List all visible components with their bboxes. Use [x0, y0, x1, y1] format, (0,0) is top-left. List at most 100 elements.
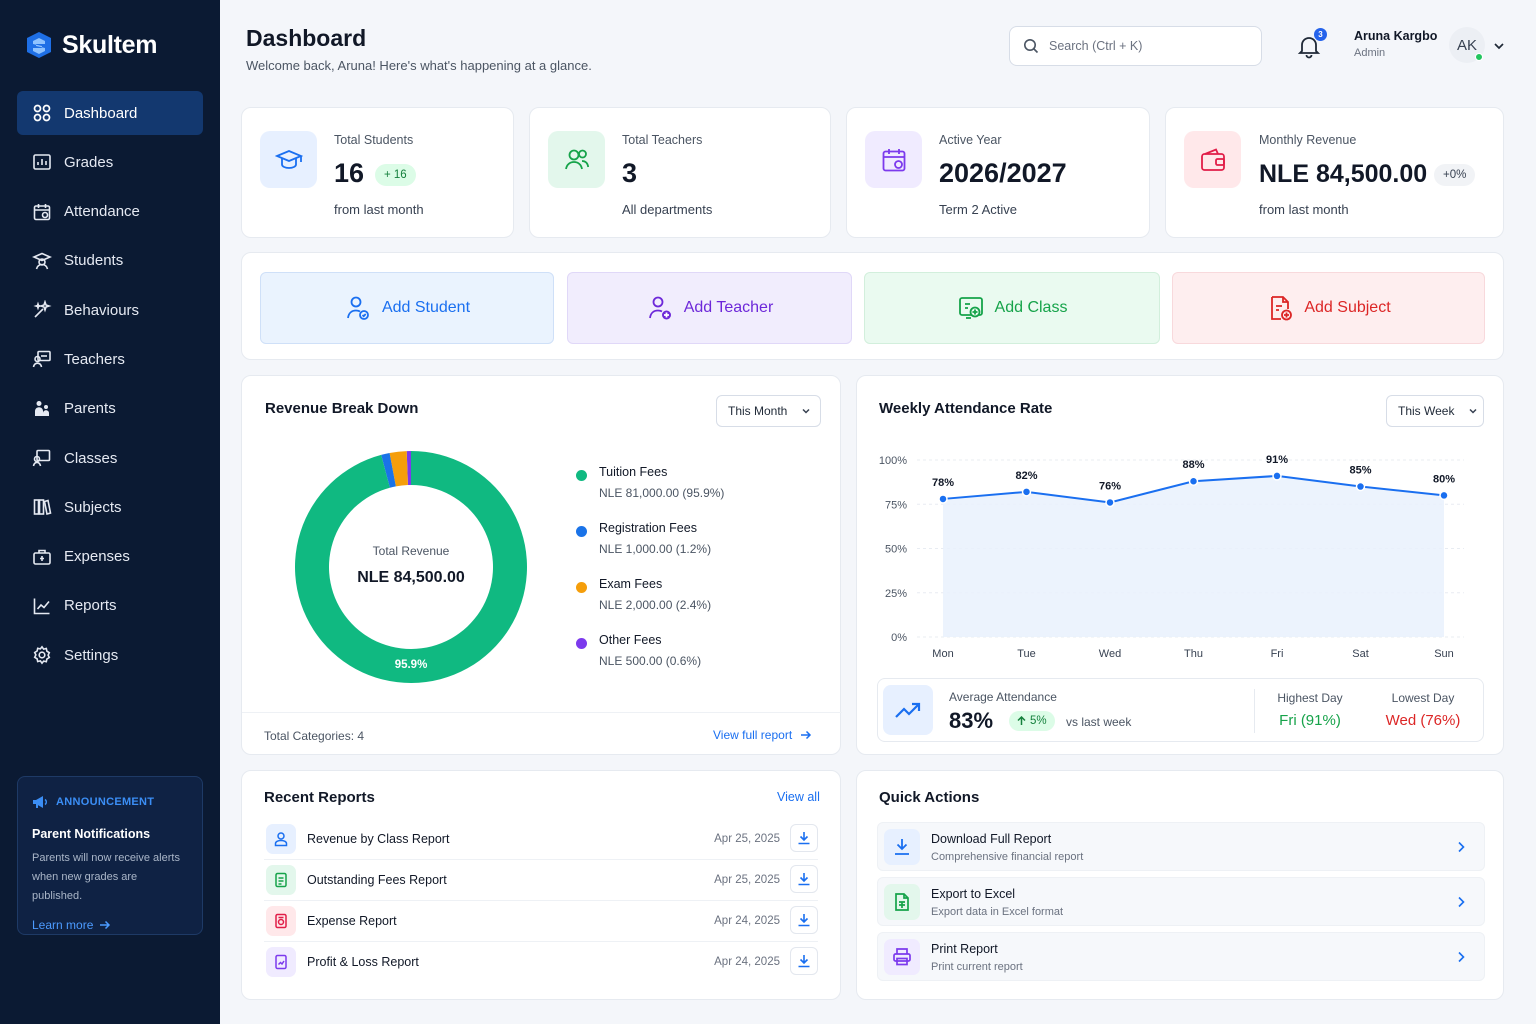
wallet-icon — [1200, 147, 1225, 171]
export-excel-action[interactable]: Export to Excel Export data in Excel for… — [877, 877, 1485, 926]
books-icon — [33, 499, 52, 516]
brand[interactable]: Skultem — [24, 30, 157, 60]
revenue-footer-divider — [242, 712, 842, 713]
add-student-button[interactable]: Add Student — [260, 272, 554, 344]
megaphone-icon — [33, 796, 47, 808]
announcement-tag: ANNOUNCEMENT — [56, 796, 155, 808]
recent-reports-card: Recent Reports View all Revenue by Class… — [241, 770, 841, 1000]
stat-icon-box — [548, 131, 605, 188]
print-report-action[interactable]: Print Report Print current report — [877, 932, 1485, 981]
calendar-icon — [882, 148, 905, 171]
sidebar-item-classes[interactable]: Classes — [17, 436, 203, 480]
report-name: Expense Report — [307, 914, 397, 928]
sidebar-item-expenses[interactable]: Expenses — [17, 535, 203, 579]
view-all-link[interactable]: View all — [777, 790, 820, 804]
sidebar-item-behaviours[interactable]: Behaviours — [17, 288, 203, 332]
graduation-cap-icon — [274, 149, 303, 169]
chevron-down-icon[interactable] — [1493, 40, 1505, 52]
download-full-report-action[interactable]: Download Full Report Comprehensive finan… — [877, 822, 1485, 871]
donut-slice-registration-fees — [381, 452, 396, 488]
sidebar-item-dashboard[interactable]: Dashboard — [17, 91, 203, 135]
sidebar-item-parents[interactable]: Parents — [17, 387, 203, 431]
chevron-right-icon — [1458, 841, 1465, 853]
add-subject-icon — [1271, 296, 1293, 321]
revenue-period-dropdown[interactable]: This Month — [716, 395, 821, 427]
download-button[interactable] — [790, 865, 818, 893]
report-date: Apr 25, 2025 — [714, 874, 780, 886]
attendance-point — [1105, 497, 1115, 508]
x-tick-label: Wed — [1099, 648, 1121, 660]
action-subtitle: Export data in Excel format — [931, 906, 1064, 918]
view-full-report-link[interactable]: View full report — [713, 728, 812, 742]
sidebar-item-attendance[interactable]: Attendance — [17, 190, 203, 234]
report-row[interactable]: Profit & Loss Report Apr 24, 2025 — [264, 942, 818, 983]
attendance-point — [1272, 471, 1282, 481]
chevron-right-icon — [1458, 951, 1465, 963]
highest-day-label: Highest Day — [1277, 691, 1343, 705]
report-row[interactable]: Expense Report Apr 24, 2025 — [264, 901, 818, 942]
report-name: Revenue by Class Report — [307, 832, 450, 846]
stat-label: Total Students — [334, 133, 414, 147]
bell-icon[interactable] — [1296, 33, 1322, 59]
sidebar-item-label: Grades — [64, 153, 114, 171]
action-icon-box — [884, 829, 920, 865]
download-icon — [798, 955, 810, 968]
sidebar-item-grades[interactable]: Grades — [17, 140, 203, 184]
dashboard-icon — [33, 104, 51, 122]
x-tick-label: Sat — [1352, 648, 1369, 660]
attendance-area — [943, 475, 1444, 637]
download-button[interactable] — [790, 906, 818, 934]
sidebar-item-label: Classes — [64, 449, 118, 467]
trend-icon-box — [883, 685, 933, 735]
sidebar-item-teachers[interactable]: Teachers — [17, 337, 203, 381]
chevron-right-icon — [1458, 896, 1465, 908]
add-teacher-button[interactable]: Add Teacher — [567, 272, 852, 344]
add-subject-label: Add Subject — [1304, 299, 1391, 316]
sidebar-item-subjects[interactable]: Subjects — [17, 485, 203, 529]
announcement-header: ANNOUNCEMENT — [32, 795, 188, 809]
learn-more-link[interactable]: Learn more — [32, 918, 188, 932]
quick-actions-card: Quick Actions Download Full Report Compr… — [856, 770, 1504, 1000]
avg-change-value: 5% — [1030, 715, 1047, 727]
classes-icon — [32, 449, 51, 467]
sidebar-item-students[interactable]: Students — [17, 239, 203, 283]
sidebar-item-label: Expenses — [64, 548, 130, 566]
download-icon — [895, 839, 909, 855]
report-row[interactable]: Revenue by Class Report Apr 25, 2025 — [264, 819, 818, 860]
search-box[interactable] — [1009, 26, 1262, 66]
revenue-title: Revenue Break Down — [265, 400, 419, 417]
stat-subtext: All departments — [622, 202, 713, 217]
printer-icon — [893, 948, 911, 966]
avg-compare-label: vs last week — [1066, 715, 1132, 729]
sidebar-item-label: Parents — [64, 400, 116, 418]
legend-dot — [576, 470, 587, 481]
attendance-period-dropdown[interactable]: This Week — [1386, 395, 1484, 427]
stat-card-students: Total Students 16 + 16 from last month — [241, 107, 514, 238]
add-subject-button[interactable]: Add Subject — [1172, 272, 1485, 344]
download-button[interactable] — [790, 947, 818, 975]
download-icon — [798, 873, 810, 886]
add-class-button[interactable]: Add Class — [864, 272, 1160, 344]
trending-up-icon — [895, 702, 921, 718]
donut-center-label: Total Revenue — [372, 544, 450, 558]
search-input[interactable] — [1049, 39, 1239, 53]
revenue-donut-chart — [295, 451, 527, 683]
users-icon — [564, 149, 589, 169]
legend-name: Other Fees — [599, 633, 662, 647]
arrow-right-icon — [100, 920, 111, 930]
data-label: 85% — [1349, 465, 1371, 477]
legend-value: NLE 2,000.00 (2.4%) — [599, 598, 712, 612]
report-row[interactable]: Outstanding Fees Report Apr 25, 2025 — [264, 860, 818, 901]
attendance-period-value: This Week — [1398, 404, 1455, 418]
announcement-card: ANNOUNCEMENT Parent Notifications Parent… — [17, 776, 203, 935]
data-label: 76% — [1099, 480, 1121, 492]
profit-loss-icon — [275, 954, 287, 970]
download-button[interactable] — [790, 824, 818, 852]
sidebar-item-reports[interactable]: Reports — [17, 584, 203, 628]
donut-center-value: NLE 84,500.00 — [357, 569, 465, 586]
attendance-point — [1439, 490, 1449, 501]
sidebar-item-settings[interactable]: Settings — [17, 633, 203, 677]
learn-more-label: Learn more — [32, 918, 94, 932]
chevron-down-icon — [1469, 408, 1477, 414]
arrow-right-icon — [801, 730, 812, 740]
